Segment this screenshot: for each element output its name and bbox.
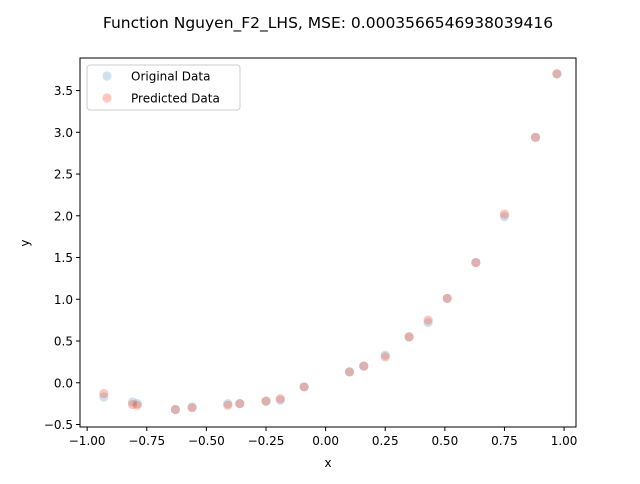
predicted-data-point <box>423 315 433 325</box>
series-original <box>99 69 562 415</box>
predicted-data-point <box>442 293 452 304</box>
x-tick-label: −0.75 <box>128 434 165 448</box>
original-data-point <box>299 382 309 392</box>
original-data-point <box>127 397 138 407</box>
series-predicted <box>99 69 562 415</box>
original-data-point <box>223 399 233 409</box>
original-data-point <box>170 404 180 415</box>
legend-box <box>86 64 241 111</box>
original-data-point <box>344 367 355 377</box>
predicted-data-point <box>99 389 109 399</box>
original-data-point <box>499 212 510 222</box>
x-tick-label: 1.00 <box>551 434 578 448</box>
x-tick-label: 0.50 <box>431 434 458 448</box>
y-tick-label: −0.5 <box>44 418 73 432</box>
predicted-data-point <box>132 400 142 410</box>
original-data-point <box>99 392 109 402</box>
plot-frame <box>79 57 577 428</box>
y-tick-label: 2.0 <box>54 209 73 223</box>
x-tick-label: 0.75 <box>491 434 518 448</box>
axes: −1.00 −0.75 −0.50 −0.25 0.00 0.25 0.50 0.75 1.00… <box>44 57 578 448</box>
predicted-data-point <box>127 399 138 410</box>
predicted-data-point <box>170 404 180 415</box>
original-data-point <box>380 350 390 360</box>
predicted-data-point <box>299 382 309 392</box>
y-axis-label: y <box>18 239 32 246</box>
y-tick-label: 3.0 <box>54 126 73 140</box>
predicted-data-point <box>552 69 562 79</box>
predicted-data-point <box>275 394 285 404</box>
chart-title: Function Nguyen_F2_LHS, MSE: 0.000356654… <box>103 14 553 33</box>
original-data-point <box>132 399 142 409</box>
plot-area <box>99 69 562 415</box>
original-data-point <box>235 399 245 409</box>
predicted-data-point <box>187 403 197 413</box>
predicted-data-point <box>380 352 390 362</box>
x-axis-label: x <box>324 456 331 470</box>
legend-marker-predicted <box>102 93 112 103</box>
x-tick-label: −1.00 <box>69 434 106 448</box>
y-tick-label: 0.5 <box>54 335 73 349</box>
x-tick-label: −0.25 <box>248 434 285 448</box>
original-data-point <box>404 332 414 342</box>
y-tick-label: 0.0 <box>54 376 73 390</box>
predicted-data-point <box>223 400 233 410</box>
predicted-data-point <box>235 399 245 409</box>
original-data-point <box>423 318 433 328</box>
original-data-point <box>275 395 285 405</box>
y-tick-label: 1.0 <box>54 293 73 307</box>
y-tick-label: 1.5 <box>54 251 73 265</box>
predicted-data-point <box>261 396 271 406</box>
original-data-point <box>552 69 562 79</box>
y-tick-label: 3.5 <box>54 84 73 98</box>
original-data-point <box>261 396 271 406</box>
original-data-point <box>530 132 541 142</box>
original-data-point <box>187 402 197 412</box>
x-tick-label: 0.25 <box>372 434 399 448</box>
original-data-point <box>442 293 452 304</box>
predicted-data-point <box>471 257 481 268</box>
original-data-point <box>359 361 369 371</box>
legend-label-predicted: Predicted Data <box>131 92 220 106</box>
predicted-data-point <box>530 132 541 142</box>
y-tick-label: 2.5 <box>54 168 73 182</box>
predicted-data-point <box>499 209 510 219</box>
x-tick-label: 0.00 <box>312 434 339 448</box>
original-data-point <box>471 257 481 268</box>
predicted-data-point <box>404 332 414 342</box>
predicted-data-point <box>344 367 355 377</box>
legend-marker-original <box>102 71 112 81</box>
legend-label-original: Original Data <box>131 70 210 84</box>
legend: Original Data Predicted Data <box>86 64 241 111</box>
predicted-data-point <box>359 361 369 371</box>
x-tick-label: −0.50 <box>188 434 225 448</box>
